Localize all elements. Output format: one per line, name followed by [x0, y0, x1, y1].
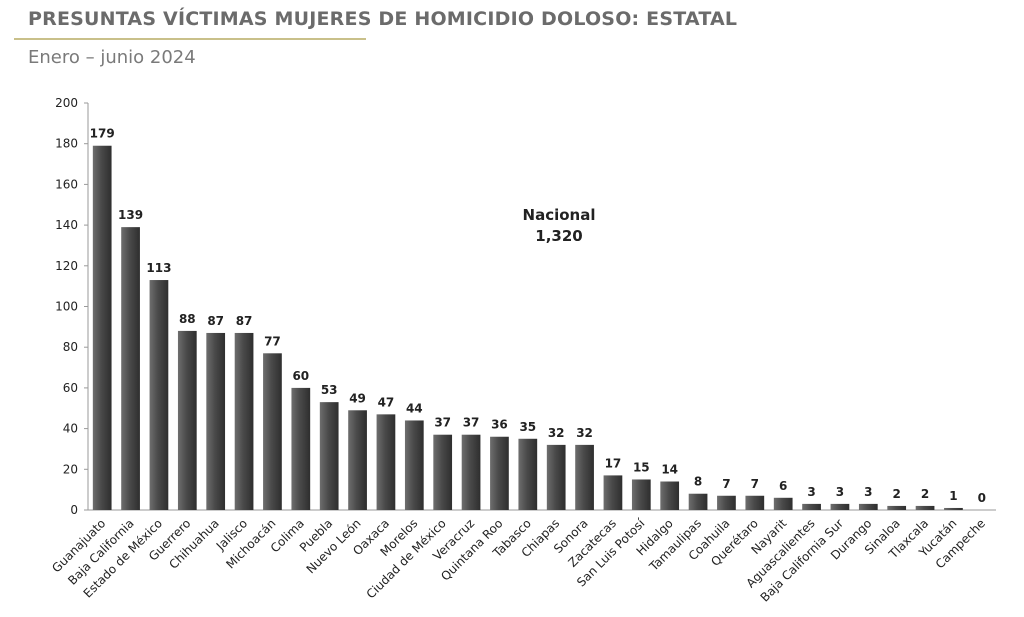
- bar-value-label: 113: [146, 261, 171, 275]
- y-tick-label: 100: [55, 300, 78, 314]
- bar: [717, 495, 736, 510]
- bar-value-label: 2: [921, 487, 929, 501]
- national-label: Nacional: [522, 206, 596, 224]
- bar-value-label: 14: [661, 463, 678, 477]
- bar-value-label: 2: [893, 487, 901, 501]
- bar: [234, 332, 254, 510]
- bar-value-label: 3: [864, 485, 872, 499]
- bar: [660, 481, 680, 510]
- bar: [518, 438, 538, 510]
- bar: [177, 330, 197, 510]
- bar-value-label: 179: [90, 127, 115, 141]
- chart-title: PRESUNTAS VÍCTIMAS MUJERES DE HOMICIDIO …: [28, 8, 738, 30]
- bar-value-label: 44: [406, 401, 423, 415]
- y-tick-label: 60: [63, 381, 78, 395]
- bar-value-label: 17: [605, 456, 622, 470]
- bar: [376, 414, 396, 510]
- bar-value-label: 32: [548, 426, 565, 440]
- bar: [915, 505, 935, 510]
- y-tick-label: 0: [70, 503, 78, 517]
- bar: [433, 434, 453, 510]
- bar: [461, 434, 481, 510]
- y-tick-label: 200: [55, 96, 78, 110]
- bar: [575, 444, 594, 510]
- bar: [688, 493, 708, 510]
- bar: [206, 332, 226, 510]
- bar: [745, 495, 765, 510]
- y-tick-label: 180: [55, 137, 78, 151]
- bar: [830, 503, 850, 510]
- y-tick-label: 80: [63, 340, 78, 354]
- bar: [802, 503, 821, 510]
- bar-value-label: 3: [836, 485, 844, 499]
- bar: [348, 410, 367, 510]
- bar-value-label: 49: [349, 391, 366, 405]
- y-tick-label: 140: [55, 218, 78, 232]
- bar-value-label: 7: [722, 477, 730, 491]
- chart-subtitle: Enero – junio 2024: [28, 47, 196, 68]
- bar: [603, 475, 623, 510]
- bar-value-label: 37: [463, 416, 480, 430]
- bar-value-label: 1: [949, 489, 957, 503]
- bar-value-label: 32: [576, 426, 593, 440]
- bar: [291, 387, 311, 510]
- bar-value-label: 0: [978, 491, 986, 505]
- bar-value-label: 53: [321, 383, 338, 397]
- bar: [263, 353, 282, 510]
- bar-value-label: 37: [434, 416, 451, 430]
- bar-value-label: 139: [118, 208, 143, 222]
- bar-value-label: 87: [207, 314, 224, 328]
- bar-value-label: 47: [378, 395, 395, 409]
- bar-value-label: 88: [179, 312, 196, 326]
- bar: [858, 503, 878, 510]
- bar-value-label: 35: [519, 420, 536, 434]
- bar: [404, 420, 424, 510]
- bar: [92, 145, 112, 511]
- title-underline: [14, 38, 366, 40]
- bar: [319, 402, 339, 510]
- bar: [944, 507, 963, 510]
- bar: [546, 444, 566, 510]
- national-value: 1,320: [535, 227, 583, 245]
- bar: [490, 436, 509, 510]
- bar-value-label: 15: [633, 460, 650, 474]
- y-tick-label: 120: [55, 259, 78, 273]
- y-tick-label: 160: [55, 177, 78, 191]
- bar-value-label: 60: [292, 369, 309, 383]
- bar: [773, 497, 793, 510]
- national-total-annotation: Nacional 1,320: [500, 205, 618, 247]
- bar: [631, 479, 651, 510]
- bar-value-label: 7: [751, 477, 759, 491]
- y-tick-label: 20: [63, 462, 78, 476]
- bar-value-label: 8: [694, 475, 702, 489]
- bar: [121, 227, 140, 510]
- bar-value-label: 77: [264, 334, 281, 348]
- bar: [887, 505, 907, 510]
- y-tick-label: 40: [63, 422, 78, 436]
- bar-value-label: 6: [779, 479, 787, 493]
- bar-value-label: 3: [807, 485, 815, 499]
- bar-value-label: 87: [236, 314, 253, 328]
- bar-value-label: 36: [491, 418, 508, 432]
- bar: [149, 280, 169, 510]
